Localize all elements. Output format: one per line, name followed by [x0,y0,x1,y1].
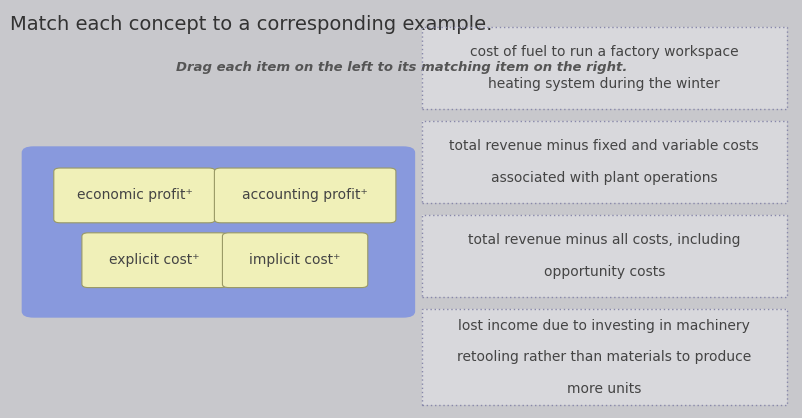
Text: total revenue minus all costs, including: total revenue minus all costs, including [468,233,739,247]
Text: Drag each item on the left to its matching item on the right.: Drag each item on the left to its matchi… [176,61,626,74]
Text: economic profit⁺: economic profit⁺ [76,189,192,202]
FancyBboxPatch shape [214,168,395,223]
Text: total revenue minus fixed and variable costs: total revenue minus fixed and variable c… [449,139,758,153]
Text: associated with plant operations: associated with plant operations [490,171,717,185]
FancyBboxPatch shape [222,233,367,288]
Text: retooling rather than materials to produce: retooling rather than materials to produ… [456,350,751,364]
Text: heating system during the winter: heating system during the winter [488,76,719,91]
FancyBboxPatch shape [421,309,786,405]
FancyBboxPatch shape [421,121,786,203]
Text: implicit cost⁺: implicit cost⁺ [249,253,340,267]
Text: accounting profit⁺: accounting profit⁺ [242,189,367,202]
Text: explicit cost⁺: explicit cost⁺ [109,253,200,267]
FancyBboxPatch shape [22,146,415,318]
FancyBboxPatch shape [421,27,786,109]
Text: opportunity costs: opportunity costs [543,265,664,279]
FancyBboxPatch shape [82,233,227,288]
FancyBboxPatch shape [421,215,786,297]
Text: more units: more units [566,382,641,396]
FancyBboxPatch shape [54,168,215,223]
Text: lost income due to investing in machinery: lost income due to investing in machiner… [458,319,749,333]
Text: Match each concept to a corresponding example.: Match each concept to a corresponding ex… [10,15,492,33]
Text: cost of fuel to run a factory workspace: cost of fuel to run a factory workspace [469,45,738,59]
